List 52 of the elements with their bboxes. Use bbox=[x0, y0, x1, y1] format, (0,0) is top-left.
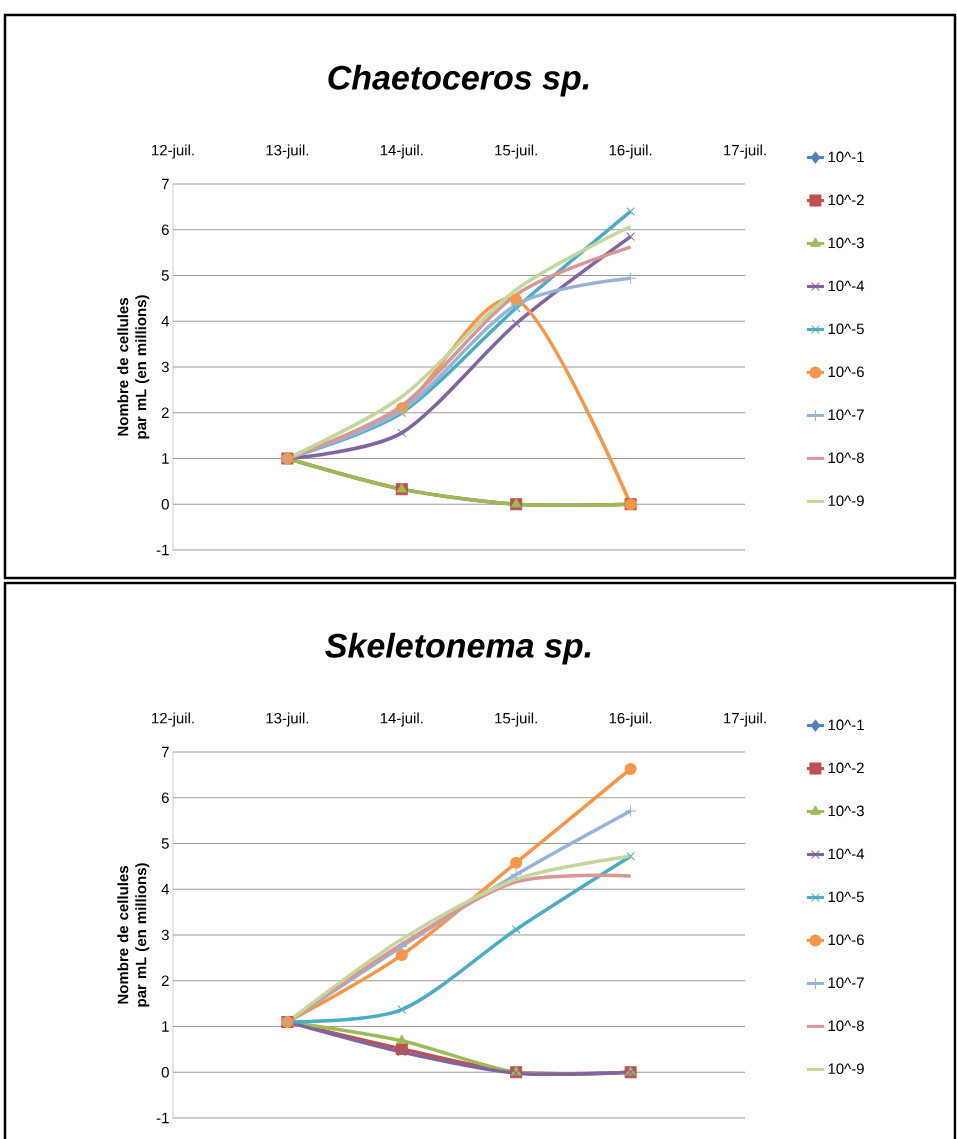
x-tick-label: 17-juil. bbox=[724, 712, 766, 727]
y-tick-label: 7 bbox=[161, 746, 169, 758]
y-tick-label: 3 bbox=[161, 929, 169, 941]
y-tick-label: 0 bbox=[161, 498, 169, 510]
y-tick-label: 6 bbox=[161, 792, 169, 804]
chart-title: Skeletonema sp. bbox=[325, 632, 591, 665]
legend-label: 10^-1 bbox=[828, 719, 864, 731]
y-tick-label: 4 bbox=[161, 884, 170, 895]
y-tick-label: 2 bbox=[161, 407, 169, 418]
legend-label: 10^-8 bbox=[828, 1020, 864, 1032]
y-tick-label: 5 bbox=[161, 270, 169, 281]
y-tick-label: 3 bbox=[161, 361, 169, 373]
x-tick-label: 12-juil. bbox=[152, 712, 194, 727]
y-axis-title: Nombre de cellules par mL (en millions) bbox=[117, 295, 150, 439]
x-tick-label: 13-juil. bbox=[266, 712, 309, 727]
legend-label: 10^-3 bbox=[828, 237, 864, 249]
legend-label: 10^-4 bbox=[828, 848, 865, 860]
legend-label: 10^-9 bbox=[828, 1063, 864, 1074]
y-axis-title: Nombre de cellules par mL (en millions) bbox=[117, 863, 150, 1007]
legend-label: 10^-9 bbox=[828, 495, 864, 506]
legend-label: 10^-6 bbox=[828, 366, 864, 378]
legend-label: 10^-2 bbox=[828, 194, 864, 206]
y-tick-label: -1 bbox=[156, 1112, 169, 1124]
y-tick-label: 4 bbox=[161, 316, 170, 327]
x-tick-label: 13-juil. bbox=[266, 144, 309, 159]
x-tick-label: 12-juil. bbox=[152, 144, 194, 159]
y-tick-label: 6 bbox=[161, 224, 169, 236]
legend-label: 10^-7 bbox=[828, 409, 864, 421]
x-tick-label: 15-juil. bbox=[495, 712, 537, 727]
legend-label: 10^-8 bbox=[828, 452, 864, 464]
y-tick-label: 5 bbox=[161, 838, 169, 849]
x-tick-label: 14-juil. bbox=[380, 712, 423, 727]
x-tick-label: 16-juil. bbox=[609, 712, 652, 727]
chart-title: Chaetoceros sp. bbox=[328, 64, 589, 97]
legend-label: 10^-3 bbox=[828, 805, 864, 817]
legend-label: 10^-2 bbox=[828, 762, 864, 774]
y-tick-label: -1 bbox=[156, 544, 169, 556]
legend-label: 10^-5 bbox=[828, 323, 864, 335]
x-tick-label: 16-juil. bbox=[609, 144, 652, 159]
y-tick-label: 2 bbox=[161, 975, 169, 986]
x-tick-label: 17-juil. bbox=[724, 144, 766, 159]
legend-label: 10^-7 bbox=[828, 977, 864, 989]
legend-label: 10^-5 bbox=[828, 891, 864, 903]
legend-label: 10^-1 bbox=[828, 151, 864, 163]
x-tick-label: 14-juil. bbox=[380, 144, 423, 159]
y-tick-label: 0 bbox=[161, 1066, 169, 1078]
y-tick-label: 1 bbox=[162, 453, 169, 464]
y-tick-label: 7 bbox=[161, 178, 169, 190]
legend-label: 10^-4 bbox=[828, 280, 865, 292]
y-tick-label: 1 bbox=[162, 1021, 169, 1032]
legend-label: 10^-6 bbox=[828, 934, 864, 946]
x-tick-label: 15-juil. bbox=[495, 144, 537, 159]
